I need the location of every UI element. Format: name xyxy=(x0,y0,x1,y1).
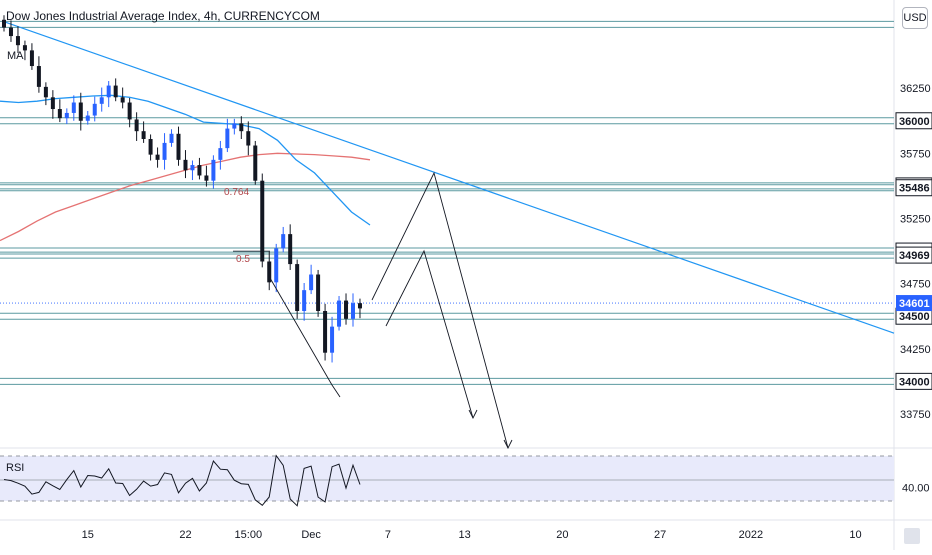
axis-settings-icon[interactable] xyxy=(904,528,920,544)
candle-body[interactable] xyxy=(85,115,90,121)
level-tag-label: 34969 xyxy=(899,250,930,262)
arrow-head xyxy=(468,409,478,420)
time-tick-label: 13 xyxy=(459,529,471,541)
candle-body[interactable] xyxy=(71,102,76,113)
candle-body[interactable] xyxy=(239,123,244,132)
current-price-label: 34601 xyxy=(899,298,930,310)
level-tag-label: 35486 xyxy=(899,183,930,195)
current-price-tag[interactable] xyxy=(896,295,932,312)
candle-body[interactable] xyxy=(211,159,216,181)
ma-indicator-label[interactable]: MA xyxy=(7,50,24,62)
projection-arrow-lower[interactable] xyxy=(385,249,474,419)
currency-button[interactable]: USD xyxy=(902,7,928,29)
level-price-tag[interactable] xyxy=(895,372,932,390)
candle-body[interactable] xyxy=(274,248,279,283)
candle-body[interactable] xyxy=(134,119,139,132)
time-tick-label: 15:00 xyxy=(235,529,263,541)
candle-body[interactable] xyxy=(281,234,286,249)
candle-body[interactable] xyxy=(113,85,118,98)
candle-body[interactable] xyxy=(15,36,20,46)
wave-line[interactable] xyxy=(269,277,341,398)
candle-body[interactable] xyxy=(155,154,160,160)
candle-body[interactable] xyxy=(330,326,335,353)
candle-body[interactable] xyxy=(64,112,69,119)
candle-body[interactable] xyxy=(232,123,237,129)
price-tick-label: 33750 xyxy=(900,409,931,421)
time-tick-label: Dec xyxy=(301,529,321,541)
candle-body[interactable] xyxy=(176,133,181,160)
rsi-indicator-label[interactable]: RSI xyxy=(6,462,25,474)
level-price-tag[interactable] xyxy=(895,246,932,264)
time-tick-label: 22 xyxy=(179,529,191,541)
candle-body[interactable] xyxy=(2,19,6,28)
time-tick-label: 7 xyxy=(385,529,391,541)
candle-body[interactable] xyxy=(92,103,97,116)
candle-body[interactable] xyxy=(50,97,55,110)
candle-body[interactable] xyxy=(29,50,34,67)
candle-body[interactable] xyxy=(99,97,104,104)
price-tick-label: 35250 xyxy=(900,213,931,225)
candle-body[interactable] xyxy=(120,97,125,103)
trendline[interactable] xyxy=(3,21,895,334)
level-price-tag[interactable] xyxy=(895,112,932,130)
arrow-head xyxy=(503,439,513,450)
candle-body[interactable] xyxy=(316,274,321,311)
time-tick-label: 2022 xyxy=(739,529,763,541)
level-tag-label: 34000 xyxy=(899,376,930,388)
candle-body[interactable] xyxy=(36,66,41,87)
chart-title: Dow Jones Industrial Average Index, 4h, … xyxy=(6,9,320,23)
price-tick-label: 34750 xyxy=(900,279,931,291)
candle-body[interactable] xyxy=(148,139,153,155)
candle-body[interactable] xyxy=(169,133,174,143)
candle-body[interactable] xyxy=(22,45,27,51)
candle-body[interactable] xyxy=(344,300,349,319)
rsi-level-label: 40.00 xyxy=(902,482,930,494)
plot-background xyxy=(0,0,894,520)
time-tick-label: 15 xyxy=(82,529,94,541)
rsi-line[interactable] xyxy=(3,454,361,507)
price-tick-label: 35750 xyxy=(900,148,931,160)
candle-body[interactable] xyxy=(78,102,83,121)
candle-body[interactable] xyxy=(8,27,13,37)
candle-body[interactable] xyxy=(309,274,314,291)
projection-arrow-upper[interactable] xyxy=(371,171,509,449)
level-tag-label: 36000 xyxy=(899,116,930,128)
candle-body[interactable] xyxy=(218,148,223,160)
level-tag-label: 34500 xyxy=(899,311,930,323)
candle-body[interactable] xyxy=(351,303,355,319)
candle-body[interactable] xyxy=(127,102,132,120)
candle-body[interactable] xyxy=(106,85,111,98)
candle-body[interactable] xyxy=(267,261,272,283)
time-tick-label: 20 xyxy=(556,529,568,541)
candle-body[interactable] xyxy=(141,131,146,139)
fib-label: 0.5 xyxy=(236,254,250,265)
candle-body[interactable] xyxy=(323,311,328,353)
candle-body[interactable] xyxy=(57,109,62,119)
candle-body[interactable] xyxy=(337,300,342,327)
candle-body[interactable] xyxy=(288,234,293,265)
candle-body[interactable] xyxy=(204,175,209,181)
candle-body[interactable] xyxy=(295,264,300,311)
rsi-band xyxy=(0,456,894,501)
candle-body[interactable] xyxy=(190,165,195,171)
fib-label: 0.764 xyxy=(224,187,249,198)
time-tick-label: 27 xyxy=(654,529,666,541)
candle-body[interactable] xyxy=(225,128,230,149)
candle-body[interactable] xyxy=(183,159,188,171)
time-tick-label: 10 xyxy=(849,529,861,541)
candle-body[interactable] xyxy=(43,86,48,98)
candle-body[interactable] xyxy=(357,303,362,309)
candle-body[interactable] xyxy=(197,165,202,176)
candle-body[interactable] xyxy=(302,290,307,311)
price-tick-label: 36250 xyxy=(900,83,931,95)
candle-body[interactable] xyxy=(162,142,167,160)
candle-body[interactable] xyxy=(253,145,258,181)
ma-fast-line[interactable] xyxy=(0,94,371,226)
candle-body[interactable] xyxy=(246,131,251,146)
level-price-tag[interactable] xyxy=(895,179,932,197)
price-tick-label: 34250 xyxy=(900,344,931,356)
candle-body[interactable] xyxy=(260,180,265,262)
